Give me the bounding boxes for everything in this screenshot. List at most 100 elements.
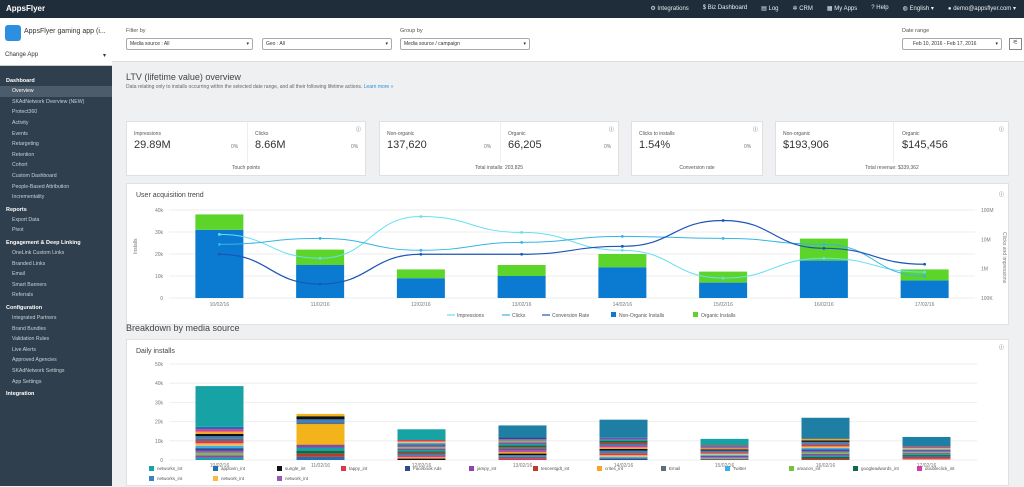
stacked-segment (397, 452, 446, 455)
sidebar-item[interactable]: SKAdNetwork Overview (NEW) (12, 98, 85, 105)
info-icon[interactable]: ⓘ (752, 127, 758, 133)
menu-section[interactable]: Reports (6, 206, 27, 213)
menu-section[interactable]: Configuration (6, 304, 43, 311)
group-by-select[interactable]: Media source / campaign (400, 38, 530, 50)
nav-help[interactable]: ? Help (871, 5, 889, 11)
line-point (620, 234, 624, 238)
sidebar-item[interactable]: Incrementality (12, 194, 45, 201)
stacked-segment (498, 437, 547, 440)
stacked-segment (902, 452, 951, 454)
kpi-percent: 0% (744, 144, 752, 150)
y-tick-label: 50k (155, 362, 164, 368)
sidebar-item[interactable]: Pivot (12, 227, 24, 234)
line-point (923, 274, 927, 278)
stacked-segment (801, 456, 850, 459)
sidebar-item[interactable]: Validation Rules (12, 336, 50, 343)
nav-biz-dashboard[interactable]: $ Biz Dashboard (702, 5, 748, 11)
line-point (318, 236, 322, 240)
nav-language[interactable]: ◍ English ▾ (902, 6, 934, 12)
stacked-segment (498, 451, 547, 454)
sidebar-item[interactable]: Brand Bundles (12, 325, 47, 332)
sidebar-item[interactable]: OneLink Custom Links (12, 250, 65, 257)
sidebar-item[interactable]: Export Data (12, 216, 40, 223)
stacked-segment-top (700, 438, 749, 446)
stacked-segment (195, 457, 244, 460)
legend-swatch (789, 466, 794, 471)
stacked-segment (498, 453, 547, 456)
geo-select[interactable]: Geo : All (262, 38, 392, 50)
appsflyer-logo[interactable]: AppsFlyer (6, 4, 46, 13)
sidebar-item[interactable]: Overview (0, 86, 112, 97)
sidebar-item[interactable]: Events (12, 130, 28, 137)
info-icon[interactable]: ⓘ (355, 127, 361, 133)
nav-log[interactable]: ▤ Log (761, 6, 779, 12)
stacked-segment (801, 438, 850, 441)
settings-sliders-icon[interactable]: ⚟ (1009, 38, 1022, 50)
stacked-segment (801, 446, 850, 448)
legend-swatch (213, 466, 218, 471)
line-point (217, 252, 221, 256)
sidebar-item[interactable]: Activity (12, 120, 29, 127)
menu-section[interactable]: Integration (6, 390, 35, 397)
stacked-segment (397, 441, 446, 443)
legend-swatch (213, 476, 218, 481)
stacked-segment (902, 457, 951, 459)
sidebar-item[interactable]: Custom Dashboard (12, 173, 57, 180)
sidebar-item[interactable]: Referrals (12, 292, 34, 299)
bar-non-organic-installs (296, 265, 345, 298)
info-icon[interactable]: ⓘ (998, 127, 1004, 133)
sidebar-item[interactable]: Retention (12, 151, 35, 158)
nav-my-apps[interactable]: ▦ My Apps (826, 6, 858, 12)
media-source-select[interactable]: Media source : All (126, 38, 253, 50)
nav-integrations[interactable]: ⚙ Integrations (650, 6, 689, 12)
stacked-segment-top (296, 413, 345, 417)
x-tick-label: 14/02/16 (613, 302, 633, 308)
stacked-segment (498, 447, 547, 449)
x-tick-label: 11/02/16 (311, 463, 330, 469)
menu-section[interactable]: Dashboard (6, 78, 35, 84)
y-tick-label: 30k (155, 230, 164, 236)
filter-by-label: Filter by (126, 28, 146, 34)
stacked-segment (801, 441, 850, 444)
sidebar-item[interactable]: Branded Links (12, 260, 46, 267)
app-name: AppsFlyer gaming app (i... (24, 28, 106, 35)
stacked-segment (902, 451, 951, 453)
legend-label: Organic Installs (701, 313, 736, 319)
legend-swatch (853, 466, 858, 471)
sidebar-item[interactable]: People-Based Attribution (12, 183, 70, 190)
kpi-percent: 0% (231, 144, 239, 150)
legend-swatch (149, 466, 154, 471)
nav-user-account[interactable]: ● demo@appsflyer.com ▾ (947, 6, 1016, 12)
kpi-value: $145,456 (902, 139, 948, 151)
legend-swatch (725, 466, 730, 471)
app-selector[interactable]: AppsFlyer gaming app (i... Change App (0, 18, 112, 66)
stacked-segment (195, 433, 244, 437)
menu-section[interactable]: Engagement & Deep Linking (6, 239, 81, 246)
legend-swatch (469, 466, 474, 471)
learn-more-link[interactable]: Learn more » (363, 84, 394, 90)
sidebar-item[interactable]: Smart Banners (12, 281, 47, 288)
legend-label: Twitter (733, 466, 747, 471)
stacked-segment (902, 447, 951, 449)
sidebar-item[interactable]: Retargeting (12, 141, 39, 148)
info-icon[interactable]: ⓘ (998, 345, 1004, 351)
sidebar-item[interactable]: Integrated Partners (12, 314, 57, 321)
change-app-dropdown[interactable]: Change App (5, 52, 106, 59)
line-point (419, 248, 423, 252)
sidebar-item[interactable]: Protect360 (12, 109, 38, 116)
sidebar-item[interactable]: SKAdNetwork Settings (12, 367, 65, 374)
line-point (721, 236, 725, 240)
kpi-label: Clicks to installs (639, 131, 675, 137)
sidebar-item[interactable]: Cohort (12, 162, 28, 169)
y-tick-label: 20k (155, 252, 164, 258)
sidebar-item[interactable]: Email (12, 271, 25, 278)
x-tick-label: 16/02/16 (814, 302, 834, 308)
stacked-segment (195, 450, 244, 453)
y-tick-label: 40k (155, 208, 164, 214)
sidebar-item[interactable]: Approved Agencies (12, 357, 57, 364)
sidebar-item[interactable]: App Settings (12, 378, 42, 385)
sidebar-item[interactable]: Live Alerts (12, 346, 36, 353)
date-range-picker[interactable]: Feb 10, 2016 - Feb 17, 2016 (902, 38, 1002, 50)
nav-crm[interactable]: ✲ CRM (792, 6, 813, 12)
info-icon[interactable]: ⓘ (608, 127, 614, 133)
